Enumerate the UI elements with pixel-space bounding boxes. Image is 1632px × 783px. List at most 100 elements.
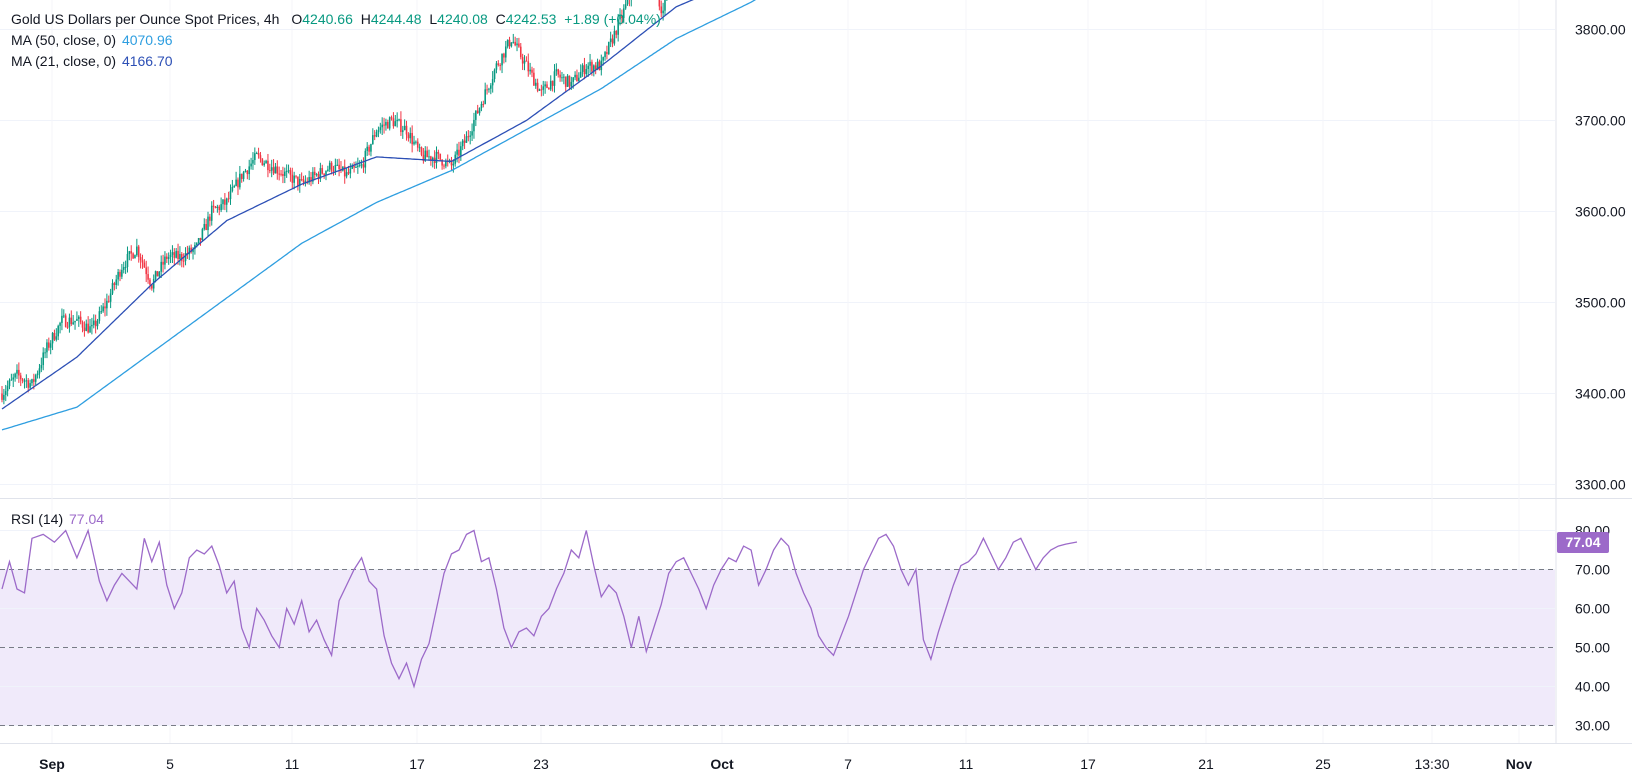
candle-body bbox=[265, 160, 267, 164]
candle-body bbox=[164, 256, 166, 265]
candle bbox=[8, 378, 11, 390]
candle bbox=[533, 68, 535, 86]
candle bbox=[48, 337, 50, 351]
candle-body bbox=[323, 173, 325, 175]
candle bbox=[538, 88, 541, 91]
candle bbox=[254, 147, 256, 165]
candle bbox=[269, 163, 271, 174]
candle-body bbox=[561, 77, 563, 79]
candle bbox=[42, 347, 45, 371]
candle-body bbox=[169, 254, 172, 258]
candle bbox=[25, 374, 28, 388]
candle-body bbox=[184, 253, 187, 261]
candle bbox=[102, 302, 104, 313]
candle bbox=[166, 253, 168, 264]
candle-body bbox=[197, 237, 200, 244]
candle bbox=[89, 318, 91, 333]
candle bbox=[225, 197, 228, 213]
candle-body bbox=[602, 57, 604, 61]
candle-body bbox=[405, 125, 408, 135]
candle-body bbox=[293, 175, 295, 183]
candle-body bbox=[278, 173, 280, 175]
candle bbox=[63, 309, 65, 319]
candle bbox=[235, 171, 237, 187]
candle bbox=[98, 306, 101, 324]
candle-body bbox=[66, 326, 69, 328]
candle bbox=[66, 321, 69, 329]
ma21-label: MA (21, close, 0) bbox=[11, 53, 117, 69]
candle-body bbox=[598, 61, 601, 71]
candle bbox=[478, 107, 481, 116]
candle-body bbox=[53, 332, 56, 340]
candle-body bbox=[319, 168, 322, 179]
candle bbox=[117, 268, 119, 286]
rsi-tick-label: 70.00 bbox=[1575, 562, 1610, 578]
time-tick-label: 11 bbox=[285, 756, 300, 772]
candle-body bbox=[388, 117, 391, 129]
candle-body bbox=[587, 65, 589, 70]
candle-body bbox=[568, 75, 571, 87]
candle-body bbox=[321, 168, 324, 174]
candle-body bbox=[136, 246, 138, 256]
rsi-value-badge-text: 77.04 bbox=[1565, 534, 1600, 550]
candle-body bbox=[516, 43, 518, 46]
candle-body bbox=[154, 271, 157, 280]
candle-body bbox=[149, 279, 151, 285]
candle-body bbox=[439, 153, 442, 160]
candle-body bbox=[195, 243, 198, 245]
candle bbox=[527, 53, 530, 77]
candle-body bbox=[621, 15, 623, 19]
candle-body bbox=[519, 46, 522, 58]
candle-body bbox=[180, 253, 183, 261]
candle-body bbox=[104, 306, 106, 309]
candle bbox=[248, 159, 251, 181]
candle bbox=[495, 61, 498, 74]
candle bbox=[229, 184, 232, 205]
candle-body bbox=[420, 147, 423, 155]
candle-body bbox=[392, 118, 395, 127]
candle bbox=[370, 143, 372, 157]
candle-body bbox=[261, 158, 264, 166]
time-tick-label: 13:30 bbox=[1414, 756, 1449, 772]
candle-body bbox=[190, 247, 192, 253]
candle-body bbox=[375, 131, 378, 137]
candle-body bbox=[572, 77, 575, 82]
candle-body bbox=[387, 122, 389, 129]
candle-body bbox=[134, 255, 136, 259]
candle bbox=[525, 56, 528, 62]
candle bbox=[169, 249, 172, 264]
ohlc-change: +1.89 (+0.04%) bbox=[564, 11, 661, 27]
candle bbox=[357, 157, 359, 174]
candle-body bbox=[233, 185, 236, 187]
candle-body bbox=[330, 162, 333, 171]
candle-body bbox=[132, 253, 134, 259]
candle bbox=[405, 120, 408, 141]
candle bbox=[484, 82, 486, 105]
candle bbox=[372, 128, 374, 145]
candle-body bbox=[289, 170, 292, 175]
price-tick-label: 3800.00 bbox=[1575, 22, 1626, 38]
candle bbox=[411, 125, 413, 153]
candle-body bbox=[179, 253, 181, 260]
candle-body bbox=[304, 181, 307, 183]
candle-body bbox=[469, 135, 472, 137]
candle bbox=[261, 158, 264, 166]
rsi-tick-label: 40.00 bbox=[1575, 679, 1610, 695]
candle-body bbox=[347, 172, 350, 174]
candle-body bbox=[87, 323, 89, 333]
candle bbox=[435, 146, 438, 169]
candle bbox=[576, 69, 578, 82]
candle-body bbox=[63, 315, 65, 317]
candle bbox=[64, 313, 67, 328]
candle bbox=[139, 253, 142, 269]
candle bbox=[319, 162, 322, 183]
candle-body bbox=[141, 260, 144, 263]
time-tick-label: 17 bbox=[1080, 756, 1096, 772]
time-tick-label: 23 bbox=[533, 756, 549, 772]
time-tick-label: 5 bbox=[166, 756, 174, 772]
candle bbox=[3, 388, 5, 405]
candle-body bbox=[115, 279, 118, 285]
candle-body bbox=[403, 125, 406, 131]
rsi-legend: RSI (14) 77.04 bbox=[11, 511, 104, 527]
candle-body bbox=[14, 373, 16, 378]
